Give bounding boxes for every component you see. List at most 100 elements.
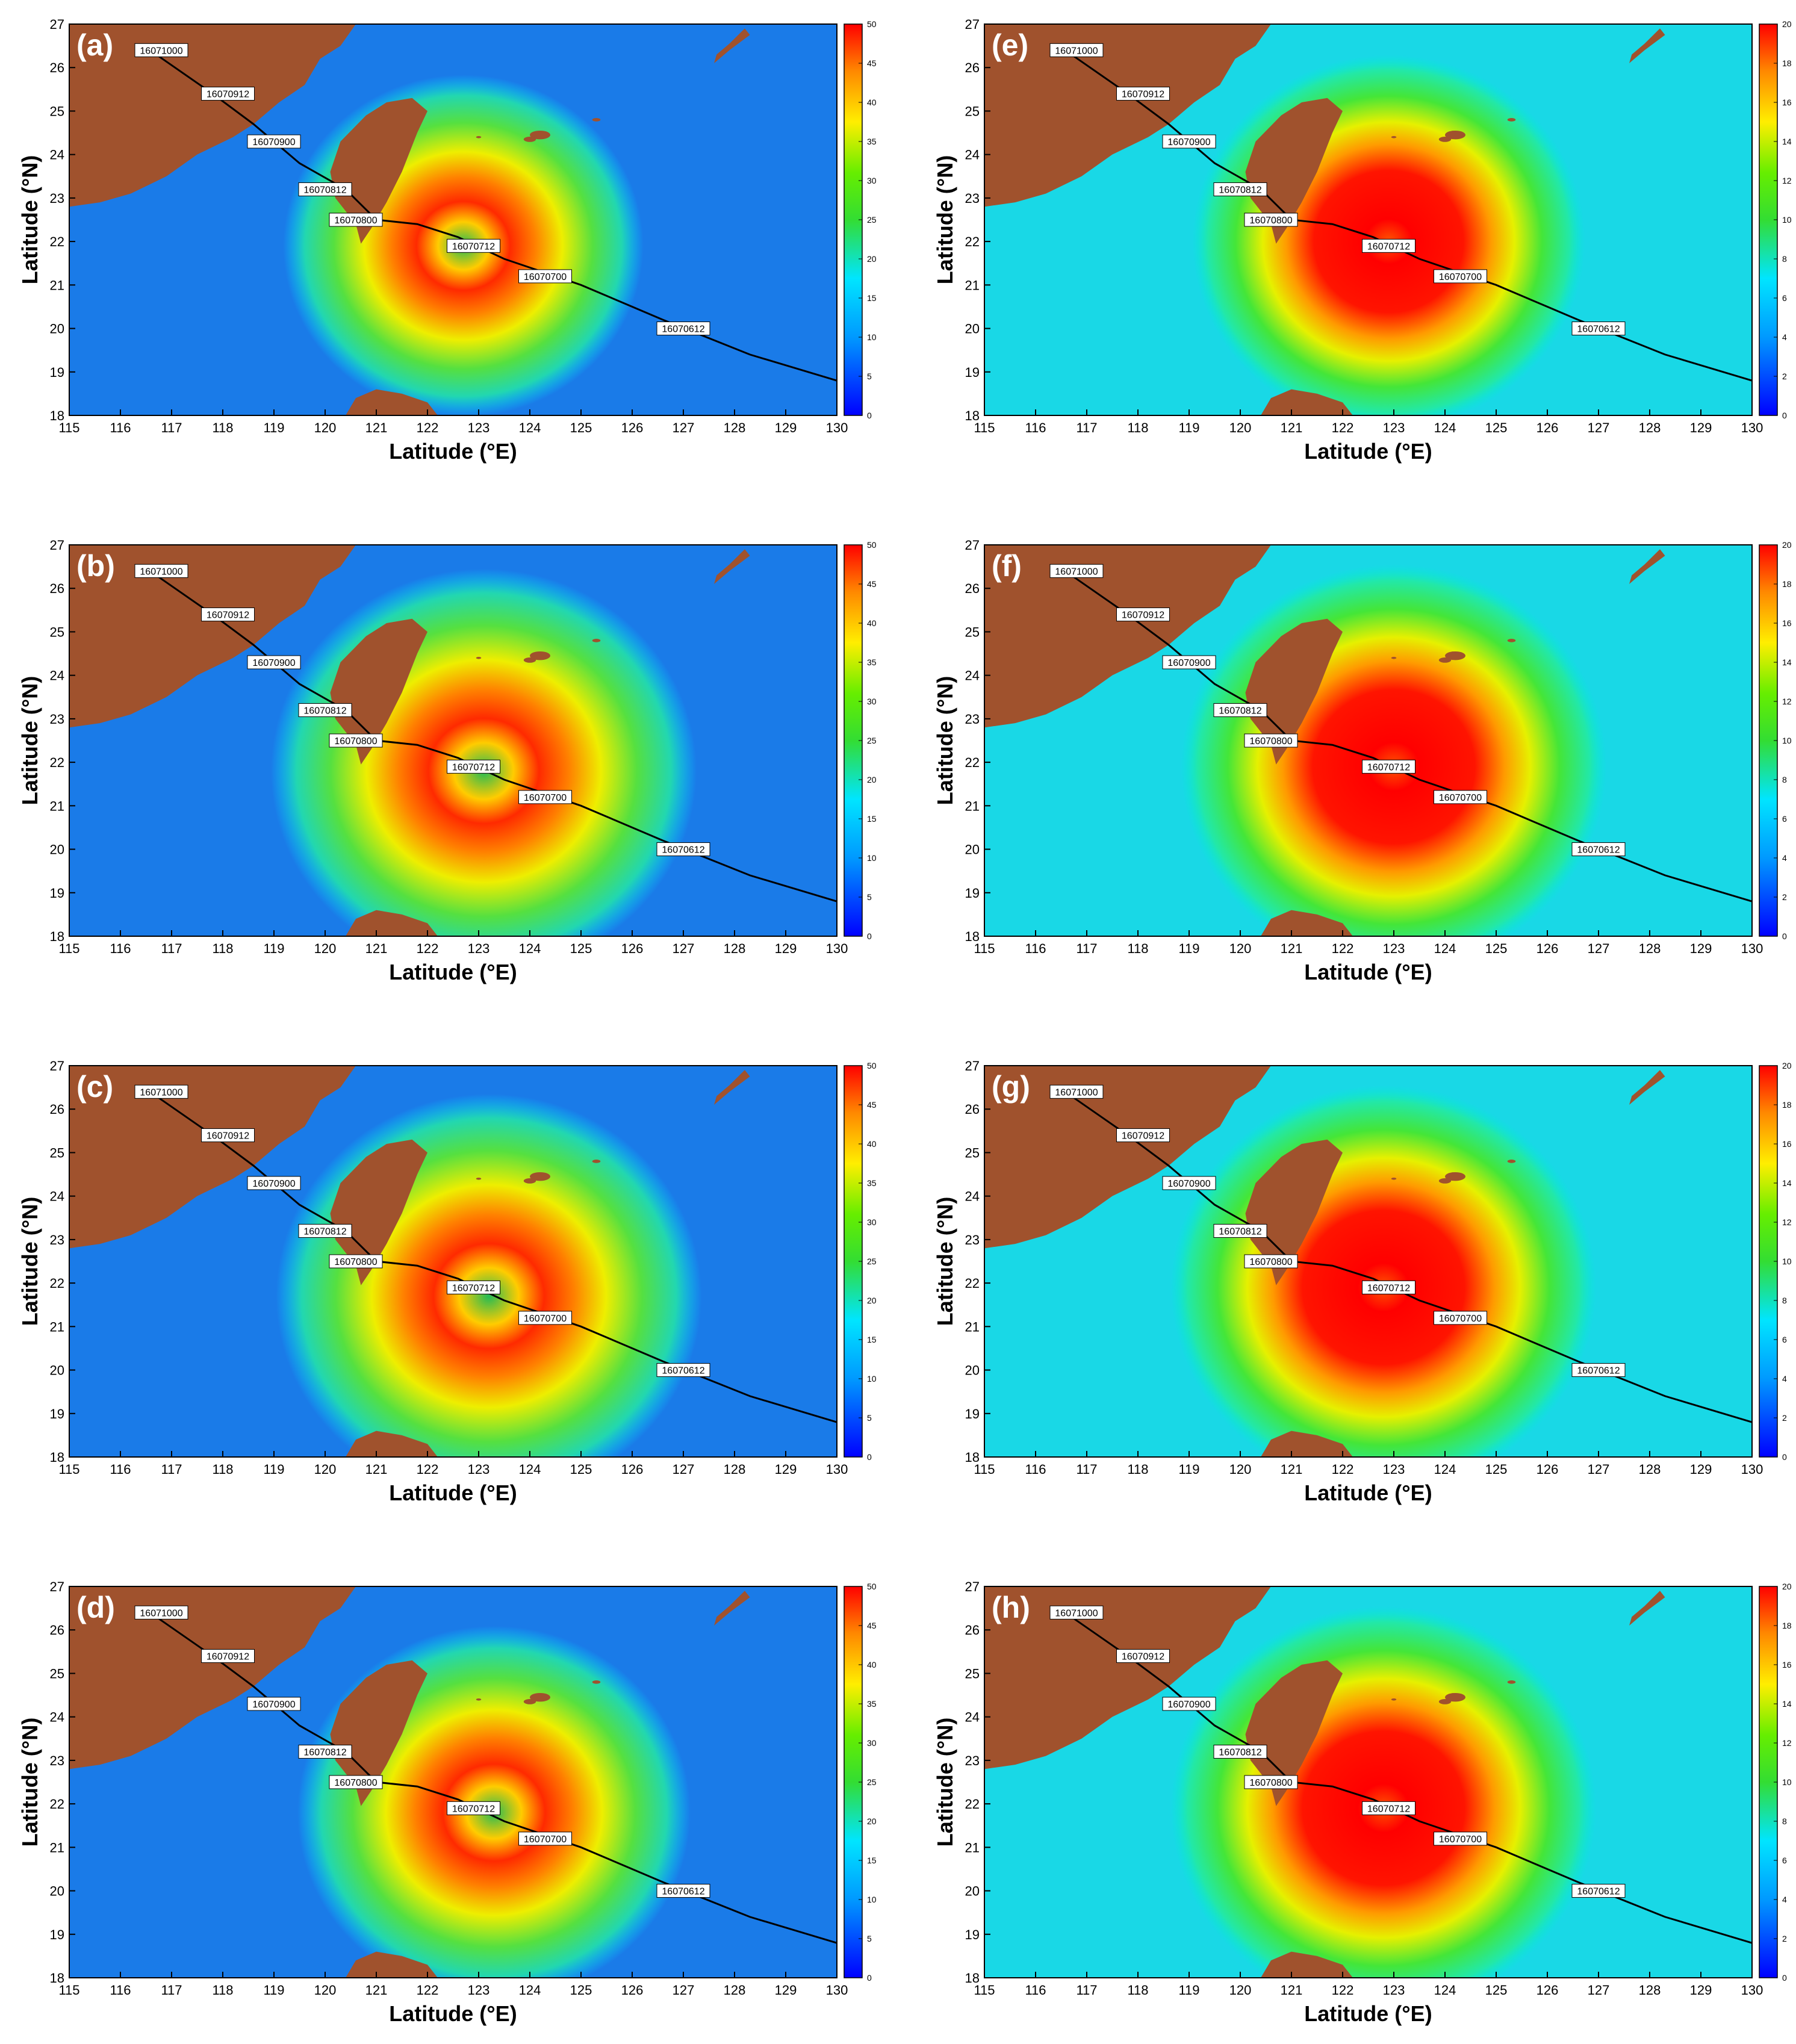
track-time-label: 16070912 bbox=[201, 607, 255, 622]
y-tick-label: 26 bbox=[965, 1623, 980, 1638]
track-time-text: 16070800 bbox=[334, 1257, 377, 1267]
y-tick-label: 21 bbox=[965, 1319, 980, 1334]
x-axis-title: Latitude (°E) bbox=[1304, 439, 1432, 464]
land-luzon bbox=[346, 1951, 438, 1978]
x-tick-label: 128 bbox=[724, 420, 746, 435]
x-tick-label: 121 bbox=[365, 420, 388, 435]
x-tick-label: 124 bbox=[519, 420, 541, 435]
y-tick-label: 24 bbox=[965, 148, 980, 163]
y-tick-label: 25 bbox=[965, 104, 980, 119]
x-tick-label: 122 bbox=[1332, 1983, 1354, 1998]
x-tick-label: 128 bbox=[724, 941, 746, 956]
colorbar-tick-label: 8 bbox=[1782, 1816, 1787, 1826]
x-tick-label: 129 bbox=[1690, 941, 1712, 956]
panel-letter: (g) bbox=[992, 1070, 1030, 1104]
y-tick-label: 27 bbox=[50, 1579, 64, 1594]
x-tick-label: 124 bbox=[519, 941, 541, 956]
track-time-text: 16070812 bbox=[303, 1226, 346, 1237]
track-time-label: 16070700 bbox=[518, 790, 572, 804]
x-tick-label: 119 bbox=[1178, 941, 1199, 956]
colorbar-tick-label: 16 bbox=[1782, 1139, 1792, 1149]
track-time-text: 16070812 bbox=[1219, 185, 1261, 195]
x-tick-label: 121 bbox=[1281, 1983, 1303, 1998]
y-tick-label: 19 bbox=[50, 1406, 64, 1421]
track-time-label: 16070712 bbox=[1362, 1801, 1415, 1815]
y-tick-label: 24 bbox=[50, 1710, 64, 1725]
track-time-text: 16070900 bbox=[1167, 658, 1210, 668]
colorbar-tick-label: 4 bbox=[1782, 853, 1787, 863]
y-tick-label: 21 bbox=[50, 1840, 64, 1855]
y-tick-label: 19 bbox=[50, 886, 64, 901]
x-tick-label: 125 bbox=[570, 1462, 592, 1477]
x-tick-label: 122 bbox=[417, 1983, 439, 1998]
map-panel: 16071000 16070912 16070900 16070812 16070800… bbox=[12, 12, 903, 482]
y-tick-label: 20 bbox=[965, 842, 980, 857]
x-tick-label: 118 bbox=[1127, 941, 1148, 956]
track-time-text: 16070700 bbox=[1439, 793, 1482, 803]
x-tick-label: 123 bbox=[468, 941, 490, 956]
track-time-label: 16070900 bbox=[1162, 655, 1216, 669]
x-axis-title: Latitude (°E) bbox=[389, 960, 517, 984]
track-time-label: 16070612 bbox=[656, 1884, 710, 1898]
y-tick-label: 24 bbox=[965, 1710, 980, 1725]
colorbar-tick-label: 8 bbox=[1782, 775, 1787, 784]
colorbar-tick-label: 40 bbox=[867, 618, 877, 628]
colorbar-tick-label: 2 bbox=[1782, 371, 1787, 381]
x-tick-label: 128 bbox=[724, 1462, 746, 1477]
track-time-text: 16070800 bbox=[1249, 1257, 1292, 1267]
track-time-text: 16070612 bbox=[1577, 1366, 1620, 1376]
colorbar-tick-label: 30 bbox=[867, 1217, 877, 1227]
colorbar-tick-label: 30 bbox=[867, 1738, 877, 1748]
track-time-text: 16071000 bbox=[140, 1608, 182, 1618]
x-tick-label: 121 bbox=[365, 941, 388, 956]
land-island bbox=[530, 130, 550, 140]
land-island bbox=[1391, 1698, 1397, 1701]
x-tick-label: 127 bbox=[1588, 1462, 1610, 1477]
y-tick-label: 20 bbox=[50, 1363, 64, 1378]
x-tick-label: 130 bbox=[826, 1462, 848, 1477]
x-axis-title: Latitude (°E) bbox=[389, 2001, 517, 2026]
x-tick-label: 118 bbox=[1127, 420, 1148, 435]
colorbar-tick-label: 35 bbox=[867, 1699, 877, 1709]
track-time-label: 16070800 bbox=[1244, 213, 1298, 227]
track-time-label: 16071000 bbox=[134, 43, 188, 57]
colorbar-tick-label: 30 bbox=[867, 176, 877, 185]
land-mainland bbox=[984, 545, 1271, 728]
x-tick-label: 118 bbox=[212, 941, 233, 956]
x-tick-label: 119 bbox=[1178, 420, 1199, 435]
colorbar-tick-label: 20 bbox=[1782, 1061, 1792, 1070]
land-luzon bbox=[346, 1430, 438, 1457]
track-time-text: 16070900 bbox=[1167, 1179, 1210, 1189]
x-tick-label: 120 bbox=[314, 1462, 337, 1477]
y-tick-label: 27 bbox=[50, 1058, 64, 1073]
track-time-text: 16070712 bbox=[1367, 1283, 1410, 1293]
map-plot: 16071000 16070912 16070900 16070812 16070800… bbox=[933, 538, 1792, 984]
colorbar-tick-label: 0 bbox=[867, 1452, 872, 1462]
y-tick-label: 23 bbox=[50, 191, 64, 206]
land-island bbox=[523, 1178, 536, 1184]
land-island bbox=[592, 1160, 601, 1163]
panel-letter: (a) bbox=[76, 28, 113, 62]
x-tick-label: 118 bbox=[212, 420, 233, 435]
track-time-text: 16070912 bbox=[207, 1131, 249, 1142]
track-time-label: 16071000 bbox=[1049, 564, 1104, 578]
colorbar-tick-label: 0 bbox=[1782, 1973, 1787, 1983]
y-tick-label: 18 bbox=[965, 1450, 980, 1465]
track-time-label: 16071000 bbox=[134, 564, 188, 578]
x-tick-label: 129 bbox=[1690, 420, 1712, 435]
track-time-label: 16070612 bbox=[656, 322, 710, 336]
y-tick-label: 22 bbox=[965, 1797, 980, 1812]
y-tick-label: 20 bbox=[50, 842, 64, 857]
land-island bbox=[1445, 651, 1465, 660]
x-tick-label: 116 bbox=[110, 420, 131, 435]
land-luzon bbox=[1261, 389, 1353, 415]
x-tick-label: 127 bbox=[1588, 941, 1610, 956]
land-island bbox=[530, 1172, 550, 1181]
track-time-text: 16070800 bbox=[1249, 736, 1292, 747]
colorbar-tick-label: 14 bbox=[1782, 1699, 1792, 1709]
land-island bbox=[476, 656, 482, 659]
track-time-text: 16070912 bbox=[207, 1652, 249, 1662]
colorbar-tick-label: 5 bbox=[867, 1413, 872, 1423]
y-tick-label: 26 bbox=[965, 581, 980, 596]
colorbar-tick-label: 12 bbox=[1782, 1217, 1792, 1227]
